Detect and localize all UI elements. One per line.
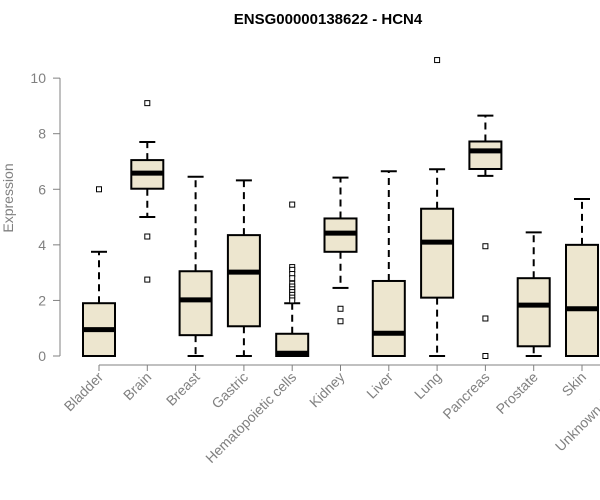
y-tick-label: 4 (38, 237, 46, 253)
x-tick-label: Kidney (306, 369, 348, 411)
x-tick-label: Prostate (493, 369, 541, 417)
x-tick-label: Hematopoietic cells (202, 369, 299, 466)
box-8 (468, 114, 503, 359)
box-6 (371, 170, 406, 357)
box-2 (178, 175, 213, 357)
box-10 (565, 198, 599, 358)
box-rect (178, 270, 213, 337)
y-tick-label: 6 (38, 181, 46, 197)
y-axis-label: Expression (0, 163, 16, 232)
y-tick-label: 0 (38, 348, 46, 364)
x-tick-label: Brain (120, 369, 154, 403)
boxes-group (82, 57, 599, 359)
box-rect (275, 332, 310, 357)
outlier-point (337, 318, 344, 325)
box-5 (323, 176, 358, 325)
outlier-point (96, 186, 102, 193)
outlier-point (482, 315, 489, 322)
outlier-point (434, 57, 441, 64)
box-3 (226, 179, 261, 357)
outlier-point (482, 243, 489, 250)
outlier-point (482, 353, 489, 359)
outlier-point (289, 201, 296, 208)
box-1 (130, 100, 165, 283)
outlier-point (289, 297, 296, 304)
outlier-point (144, 233, 151, 240)
y-axis: 0 2 4 6 8 10 (30, 70, 61, 364)
box-rect (226, 234, 261, 328)
chart-title: ENSG00000138622 - HCN4 (234, 11, 423, 28)
box-rect (371, 279, 406, 357)
outlier-point (337, 305, 344, 312)
outlier-point (289, 275, 296, 282)
y-tick-label: 8 (38, 126, 46, 142)
x-tick-label: Lung (411, 369, 444, 402)
box-4 (275, 201, 310, 357)
x-tick-label: Breast (163, 369, 203, 409)
box-rect (516, 277, 551, 348)
outlier-point (144, 276, 151, 283)
x-tick-label: Gastric (208, 369, 251, 412)
x-tick-label: Liver (363, 369, 396, 402)
box-0 (82, 186, 116, 358)
x-tick-label: Skin (559, 369, 590, 400)
x-tick-label: Bladder (61, 369, 107, 415)
box-rect (420, 207, 455, 299)
outlier-point (144, 100, 151, 107)
x-tick-label: Pancreas (439, 369, 492, 422)
box-rect (468, 140, 503, 170)
y-tick-label: 10 (30, 70, 46, 86)
y-tick-label: 2 (38, 292, 46, 308)
box-rect (565, 243, 599, 358)
box-9 (516, 231, 551, 357)
box-7 (420, 57, 455, 357)
